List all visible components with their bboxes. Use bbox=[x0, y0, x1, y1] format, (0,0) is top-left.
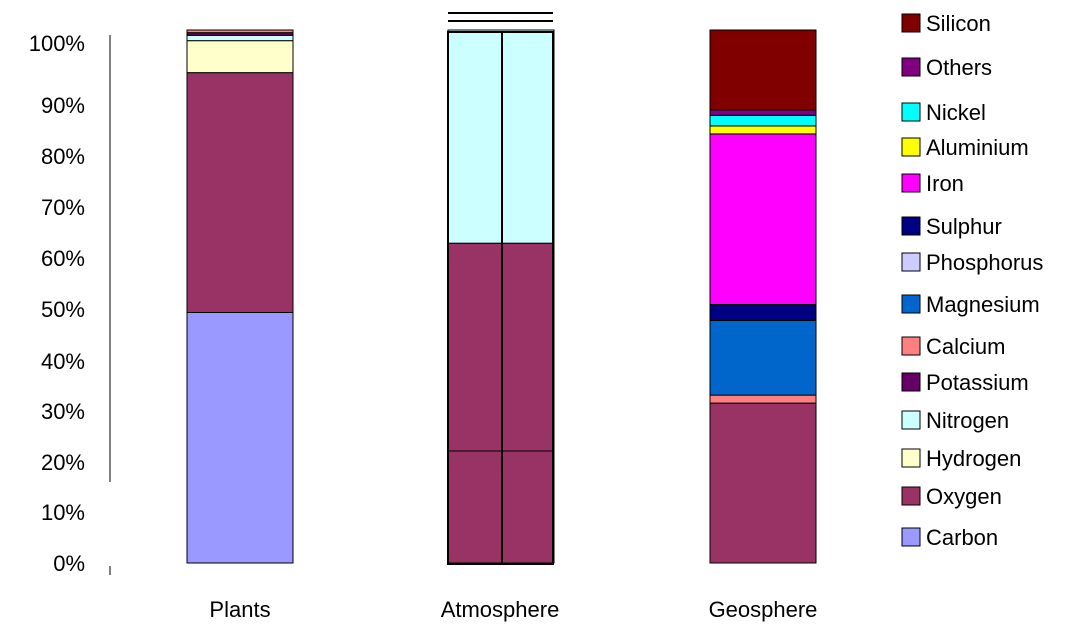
y-tick-label: 80% bbox=[41, 144, 85, 169]
bar-stack-plants bbox=[186, 29, 294, 564]
legend-label-silicon: Silicon bbox=[926, 11, 991, 36]
legend-item-carbon: Carbon bbox=[901, 525, 998, 550]
legend-label-aluminium: Aluminium bbox=[926, 135, 1029, 160]
legend-swatch-sulphur bbox=[901, 216, 921, 236]
y-tick-label: 30% bbox=[41, 399, 85, 424]
legend-label-potassium: Potassium bbox=[926, 370, 1029, 395]
category-label-geosphere: Geosphere bbox=[709, 597, 818, 622]
legend-item-nitrogen: Nitrogen bbox=[901, 408, 1009, 433]
legend-swatch-hydrogen bbox=[901, 448, 921, 468]
y-tick-label: 70% bbox=[41, 195, 85, 220]
legend-label-magnesium: Magnesium bbox=[926, 292, 1040, 317]
atmosphere-outline bbox=[447, 12, 554, 565]
legend-item-sulphur: Sulphur bbox=[901, 214, 1002, 239]
legend-swatch-aluminium bbox=[901, 137, 921, 157]
legend-swatch-others bbox=[901, 57, 921, 77]
legend-item-iron: Iron bbox=[901, 171, 964, 196]
legend-item-magnesium: Magnesium bbox=[901, 292, 1040, 317]
y-tick-label: 20% bbox=[41, 450, 85, 475]
legend-swatch-nitrogen bbox=[901, 410, 921, 430]
legend-label-iron: Iron bbox=[926, 171, 964, 196]
bar-segment-plants-calcium bbox=[186, 29, 294, 34]
legend-item-silicon: Silicon bbox=[901, 11, 991, 36]
y-tick-label: 40% bbox=[41, 349, 85, 374]
y-tick-label: 100% bbox=[29, 31, 85, 56]
legend-label-phosphorus: Phosphorus bbox=[926, 250, 1043, 275]
bar-segment-geosphere-oxygen bbox=[709, 402, 817, 564]
legend-label-nitrogen: Nitrogen bbox=[926, 408, 1009, 433]
legend-item-hydrogen: Hydrogen bbox=[901, 446, 1021, 471]
bar-segment-geosphere-others bbox=[709, 109, 817, 116]
y-tick-label: 60% bbox=[41, 246, 85, 271]
y-axis-tick-labels: 0% 10% 20% 30% 40% 50% 60% 70% 80% 90% 100% bbox=[29, 31, 85, 576]
legend-label-carbon: Carbon bbox=[926, 525, 998, 550]
legend-label-hydrogen: Hydrogen bbox=[926, 446, 1021, 471]
legend-label-oxygen: Oxygen bbox=[926, 484, 1002, 509]
bar-segment-plants-carbon bbox=[186, 311, 294, 564]
bar-segment-plants-oxygen bbox=[186, 72, 294, 313]
legend-item-oxygen: Oxygen bbox=[901, 484, 1002, 509]
legend-item-others: Others bbox=[901, 55, 992, 80]
legend-label-others: Others bbox=[926, 55, 992, 80]
legend-swatch-phosphorus bbox=[901, 252, 921, 272]
legend: Silicon Others Nickel Aluminium Iron Sulphur P… bbox=[901, 11, 1043, 550]
legend-swatch-iron bbox=[901, 173, 921, 193]
bar-segment-plants-nitrogen bbox=[186, 34, 294, 42]
legend-item-phosphorus: Phosphorus bbox=[901, 250, 1043, 275]
legend-item-potassium: Potassium bbox=[901, 370, 1029, 395]
category-label-atmosphere: Atmosphere bbox=[441, 597, 560, 622]
legend-swatch-potassium bbox=[901, 372, 921, 392]
legend-item-nickel: Nickel bbox=[901, 100, 986, 125]
y-tick-label: 50% bbox=[41, 297, 85, 322]
legend-label-nickel: Nickel bbox=[926, 100, 986, 125]
legend-swatch-silicon bbox=[901, 13, 921, 33]
bar-segment-geosphere-magnesium bbox=[709, 319, 817, 396]
legend-item-calcium: Calcium bbox=[901, 334, 1005, 359]
legend-swatch-carbon bbox=[901, 527, 921, 547]
legend-swatch-oxygen bbox=[901, 486, 921, 506]
category-labels: Plants Atmosphere Geosphere bbox=[209, 597, 817, 622]
legend-item-aluminium: Aluminium bbox=[901, 135, 1029, 160]
y-tick-label: 0% bbox=[53, 551, 85, 576]
bar-stack-geosphere bbox=[709, 29, 817, 564]
category-label-plants: Plants bbox=[209, 597, 270, 622]
bar-segment-geosphere-sulphur bbox=[709, 303, 817, 321]
bars bbox=[186, 12, 817, 565]
legend-label-sulphur: Sulphur bbox=[926, 214, 1002, 239]
bar-segment-geosphere-aluminium bbox=[709, 125, 817, 135]
bar-segment-geosphere-iron bbox=[709, 133, 817, 305]
legend-swatch-calcium bbox=[901, 336, 921, 356]
bar-segment-plants-hydrogen bbox=[186, 40, 294, 74]
legend-swatch-magnesium bbox=[901, 294, 921, 314]
legend-label-calcium: Calcium bbox=[926, 334, 1005, 359]
bar-segment-geosphere-calcium bbox=[709, 394, 817, 404]
bar-segment-geosphere-silicon bbox=[709, 29, 817, 111]
bar-segment-geosphere-nickel bbox=[709, 114, 817, 127]
atmosphere-full-box bbox=[447, 31, 554, 565]
y-tick-label: 10% bbox=[41, 500, 85, 525]
legend-swatch-nickel bbox=[901, 102, 921, 122]
y-tick-label: 90% bbox=[41, 93, 85, 118]
